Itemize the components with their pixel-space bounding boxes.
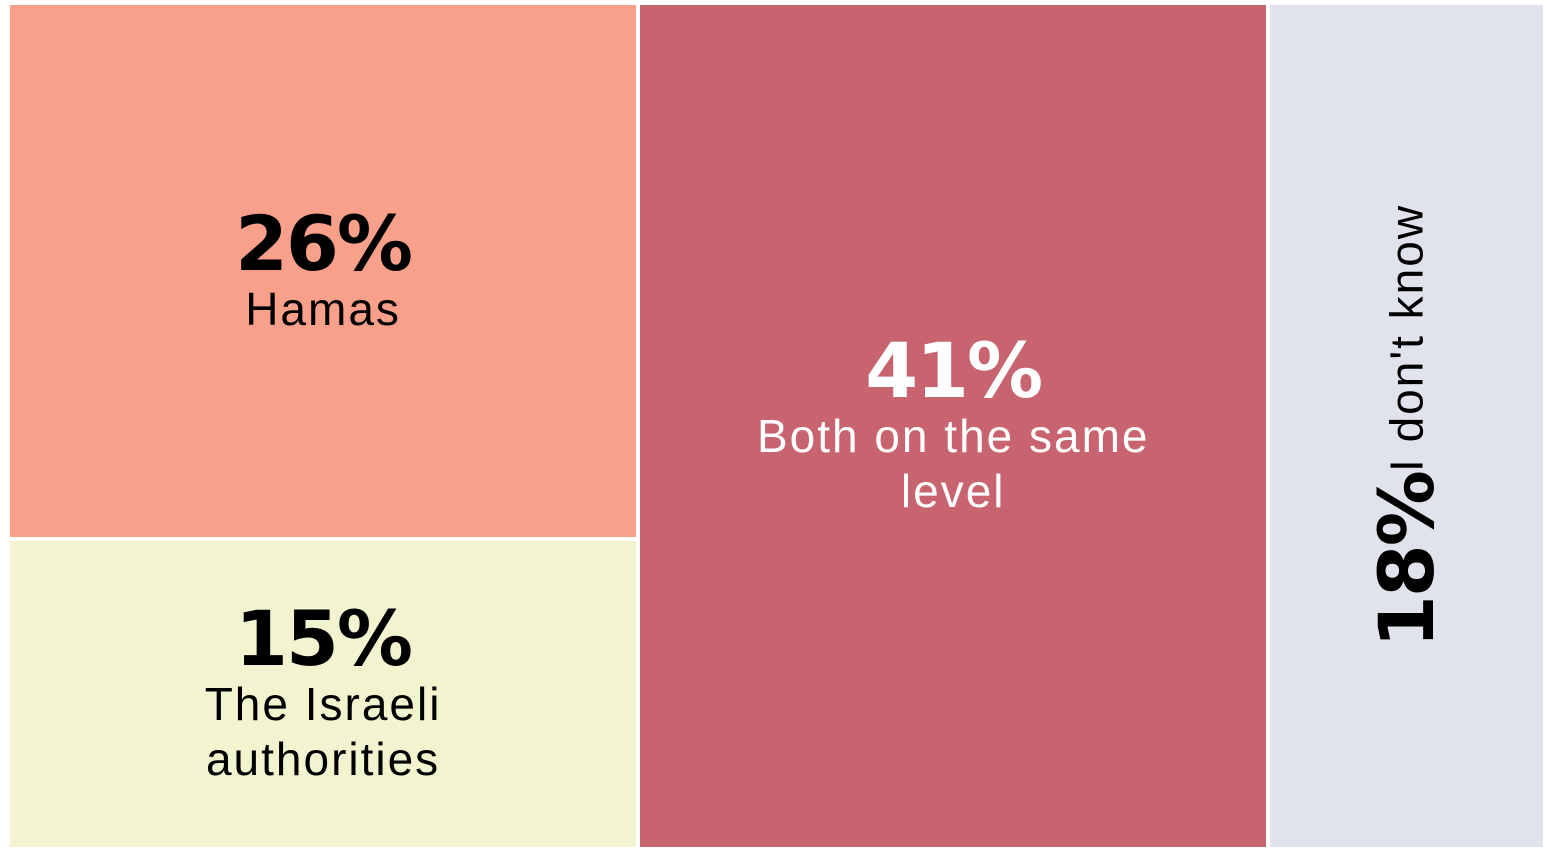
- value-label: 41%: [865, 325, 1043, 415]
- cell-label: 15% The Israeli authorities: [88, 601, 558, 787]
- category-label: I don't know: [1380, 204, 1433, 473]
- cell-label: 26% Hamas: [235, 198, 413, 337]
- value-label: 18%: [1361, 472, 1451, 648]
- category-label: Hamas: [245, 282, 401, 335]
- treemap-cell: 18% I don't know: [1270, 5, 1543, 847]
- cell-label: 41% Both on the same level: [718, 325, 1188, 519]
- category-label: Both on the same level: [756, 409, 1150, 517]
- treemap-cell: 41% Both on the same level: [640, 5, 1267, 847]
- category-label: The Israeli authorities: [204, 678, 442, 786]
- value-label: 15%: [235, 594, 413, 684]
- treemap-cell: 15% The Israeli authorities: [10, 541, 637, 847]
- treemap: 26% Hamas 15% The Israeli authorities 41% Bot…: [10, 5, 1547, 851]
- cell-label: 18% I don't know: [1361, 204, 1451, 648]
- value-label: 26%: [235, 198, 413, 288]
- treemap-cell: 26% Hamas: [10, 5, 637, 538]
